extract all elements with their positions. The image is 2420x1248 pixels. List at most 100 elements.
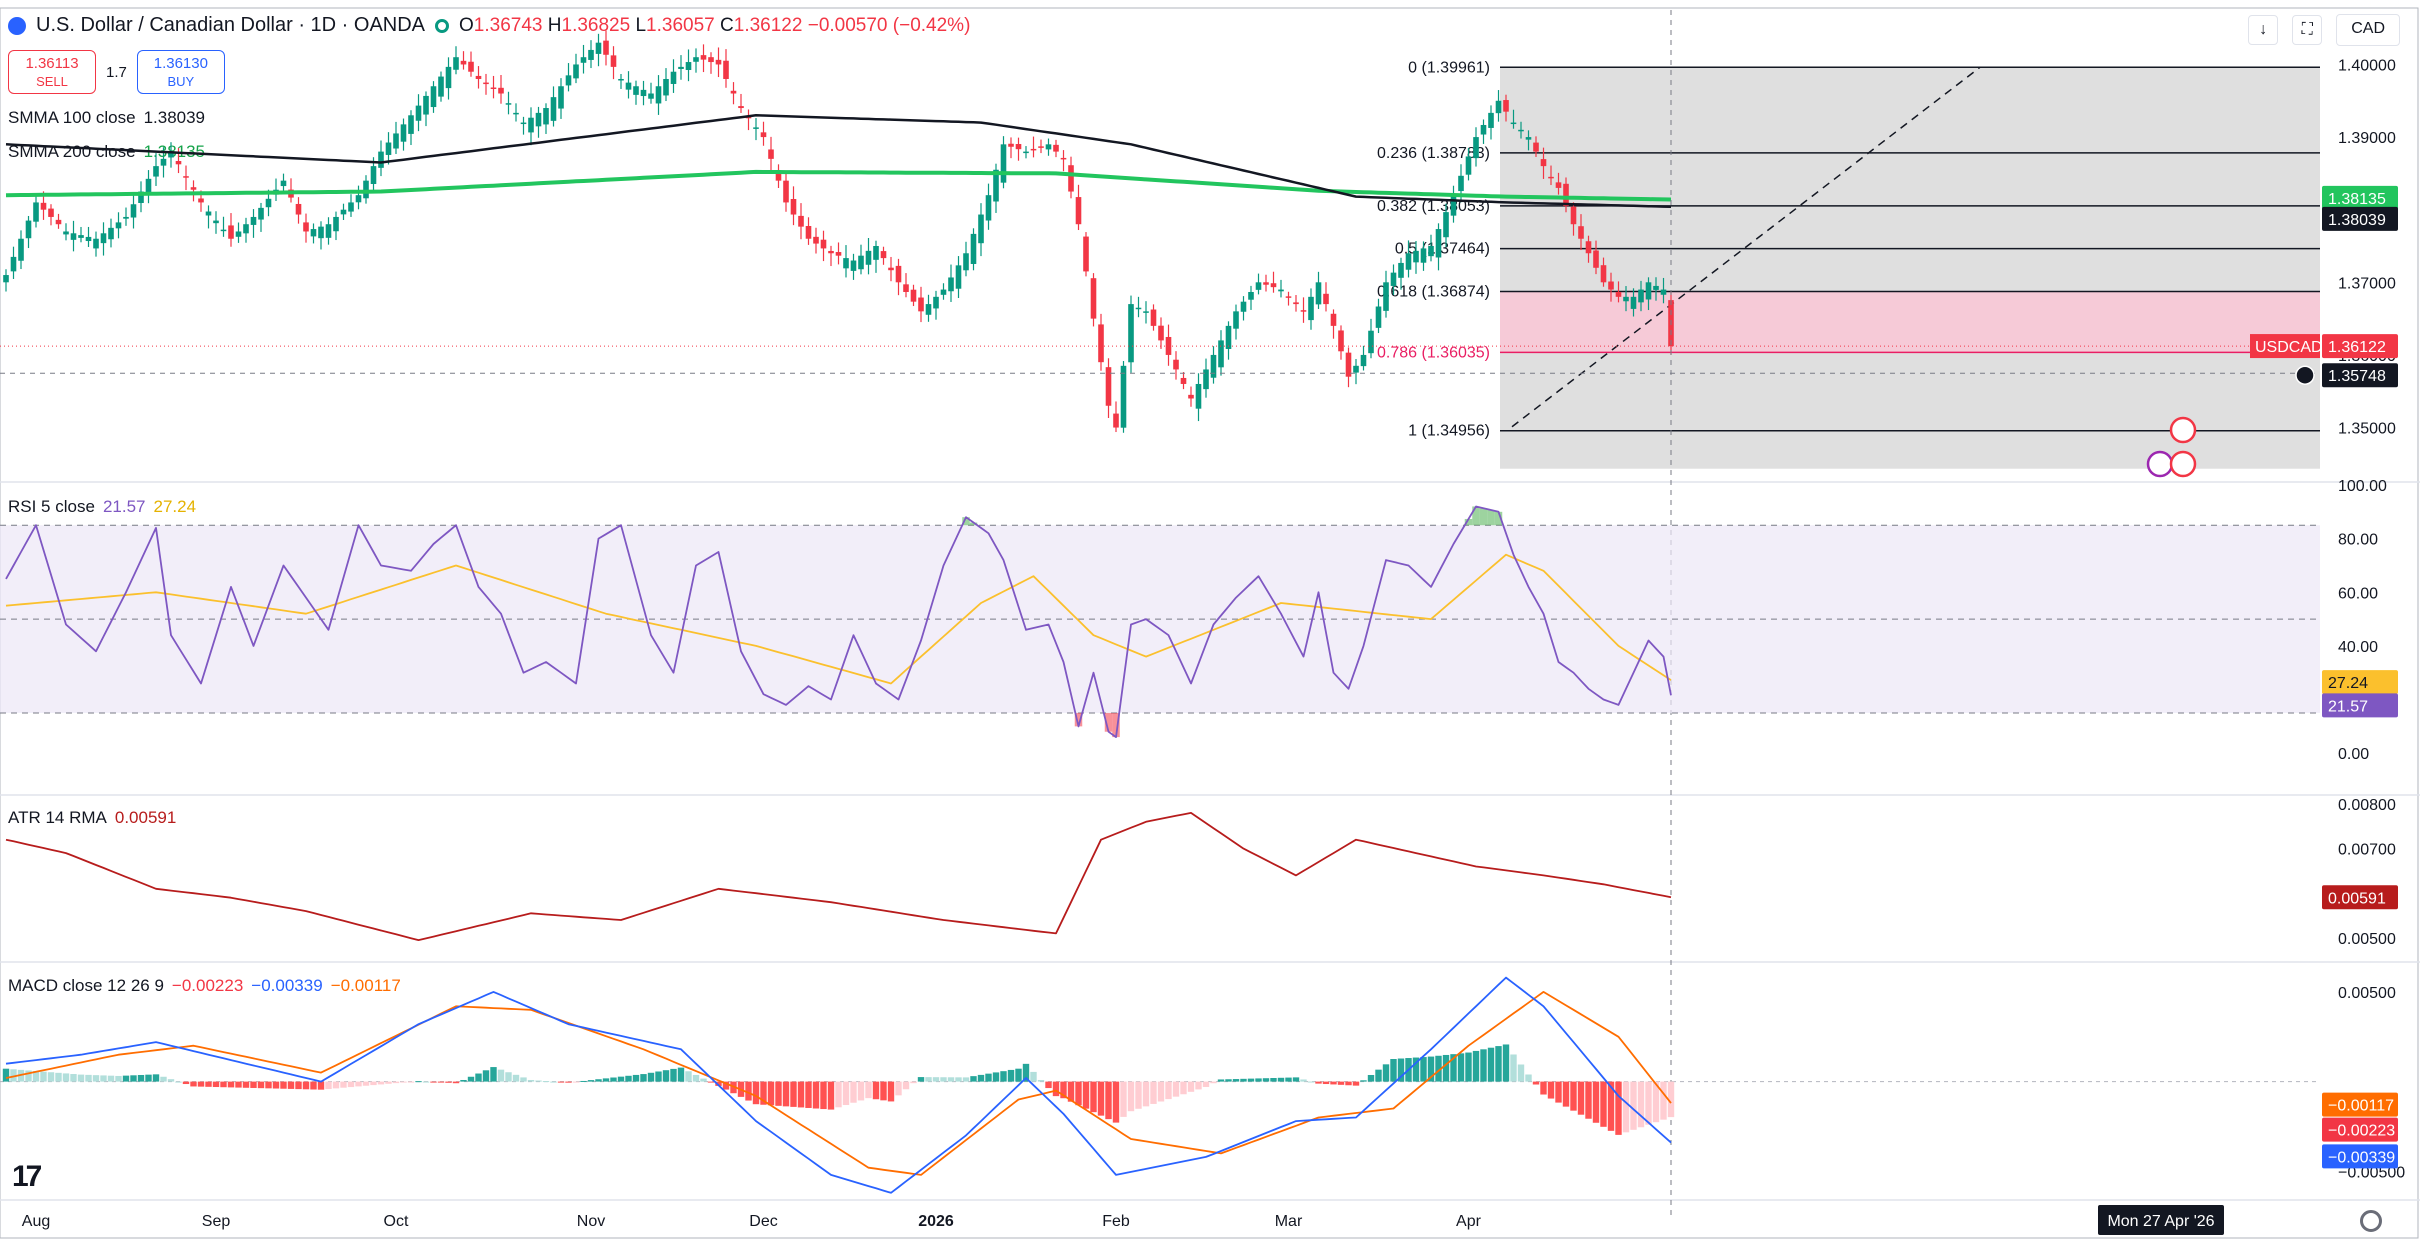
candle-body [873, 246, 879, 260]
macd-legend[interactable]: MACD close 12 26 9 −0.00223 −0.00339 −0.001… [8, 976, 401, 995]
macd-histogram-bar [812, 1081, 820, 1109]
macd-histogram-bar [295, 1081, 302, 1090]
atr-legend[interactable]: ATR 14 RMA 0.00591 [8, 808, 177, 827]
macd-histogram-bar [497, 1069, 505, 1082]
macd-histogram-bar [767, 1081, 775, 1106]
smma100-legend[interactable]: SMMA 100 close 1.38039 [8, 108, 206, 127]
candle-body [738, 106, 744, 109]
candle-body [355, 195, 362, 203]
rsi-overbought-fill [1464, 518, 1473, 526]
candle-body [1608, 281, 1614, 290]
candle-body [1660, 289, 1667, 295]
candle-body [235, 231, 242, 237]
symbol-title[interactable]: U.S. Dollar / Canadian Dollar · 1D · OAN… [36, 14, 426, 36]
macd-histogram-bar [1247, 1078, 1255, 1082]
candle-body [1053, 144, 1059, 152]
candle-body [985, 195, 992, 221]
macd-histogram-bar [1060, 1081, 1067, 1099]
macd-histogram-bar [842, 1081, 850, 1106]
macd-histogram-bar [1352, 1081, 1360, 1086]
candle-body [70, 233, 77, 240]
candle-body [895, 265, 902, 283]
macd-histogram-bar [227, 1081, 235, 1088]
macd-axis-tick: −0.00500 [2338, 1164, 2405, 1181]
rsi-legend[interactable]: RSI 5 close 21.57 27.24 [8, 497, 197, 516]
candle-body [768, 149, 774, 159]
macd-histogram-bar [452, 1081, 460, 1084]
macd-histogram-bar [1067, 1081, 1075, 1102]
candle-body [865, 250, 872, 265]
candle-body [858, 255, 864, 270]
candle-body [25, 220, 32, 239]
macd-histogram-bar [1165, 1081, 1172, 1100]
candle-body [1233, 311, 1239, 329]
macd-histogram-bar [632, 1074, 640, 1082]
rsi-oversold-fill [1074, 712, 1083, 727]
atr-axis-tick: 0.00500 [2338, 931, 2396, 948]
macd-histogram-bar [467, 1076, 475, 1082]
candle-body [1090, 278, 1097, 319]
macd-histogram-bar [1210, 1081, 1217, 1084]
candle-body [18, 238, 24, 261]
candle-body [603, 40, 609, 55]
macd-histogram-bar [550, 1081, 557, 1083]
macd-histogram-bar [47, 1072, 55, 1082]
candle-body [228, 225, 234, 239]
candle-body [1413, 250, 1419, 263]
fullscreen-icon[interactable]: ⛶ [2292, 15, 2323, 45]
currency-selector[interactable]: CAD [2336, 14, 2400, 46]
fib-level-label: 0.618 (1.36874) [1377, 283, 1490, 300]
macd-histogram-bar [115, 1075, 122, 1082]
candle-body [918, 297, 924, 312]
lightning-event-icon [2146, 450, 2174, 478]
macd-histogram-bar [865, 1081, 872, 1099]
candle-body [175, 161, 182, 165]
rsi-price-tag-bg [2322, 693, 2398, 718]
candle-body [813, 236, 819, 244]
settings-gear-icon[interactable] [2360, 1210, 2382, 1232]
candle-body [1360, 354, 1367, 367]
candle-body [93, 238, 99, 249]
macd-histogram-bar [1615, 1081, 1622, 1135]
macd-histogram-bar [1360, 1080, 1367, 1082]
candle-body [280, 180, 287, 187]
candle-body [415, 105, 422, 121]
macd-histogram-bar [707, 1081, 715, 1083]
candle-body [843, 258, 849, 269]
download-icon[interactable]: ↓ [2248, 15, 2279, 45]
rsi-ma-price-tag: 27.24 [2328, 675, 2368, 692]
macd-histogram-bar [205, 1081, 212, 1087]
candle-body [1285, 296, 1292, 298]
sell-button[interactable]: 1.36113 SELL [8, 50, 96, 94]
macd-histogram-bar [1315, 1081, 1322, 1084]
candle-body [483, 82, 489, 85]
macd-histogram-bar [1472, 1050, 1480, 1082]
candle-body [940, 289, 947, 295]
macd-histogram-bar [1435, 1055, 1442, 1082]
macd-histogram-bar [1330, 1081, 1337, 1085]
macd-histogram-bar [1292, 1077, 1300, 1082]
macd-histogram-bar [137, 1074, 145, 1082]
rsi-overbought-fill [1487, 510, 1495, 526]
rsi-axis-tick: 0.00 [2338, 746, 2369, 763]
candle-body [1630, 296, 1637, 309]
time-axis-tick: Apr [1456, 1213, 1482, 1230]
macd-histogram-bar [430, 1081, 437, 1083]
candle-body [1083, 236, 1089, 272]
candle-body [1278, 289, 1284, 292]
macd-histogram-bar [1000, 1071, 1007, 1082]
macd-histogram-bar [2, 1068, 10, 1082]
candle-body [700, 55, 707, 60]
buy-button[interactable]: 1.36130 BUY [136, 50, 225, 94]
candle-body [1495, 100, 1502, 114]
macd-histogram-bar [1007, 1069, 1015, 1082]
candle-body [1015, 144, 1022, 150]
candle-body [610, 55, 617, 67]
rsi-axis-tick: 60.00 [2338, 585, 2378, 602]
fib-level-label: 0.382 (1.38053) [1377, 198, 1490, 215]
macd-histogram-bar [1652, 1081, 1660, 1123]
candle-body [370, 166, 377, 185]
macd-histogram-bar [280, 1081, 287, 1089]
macd-histogram-bar [1037, 1079, 1045, 1082]
